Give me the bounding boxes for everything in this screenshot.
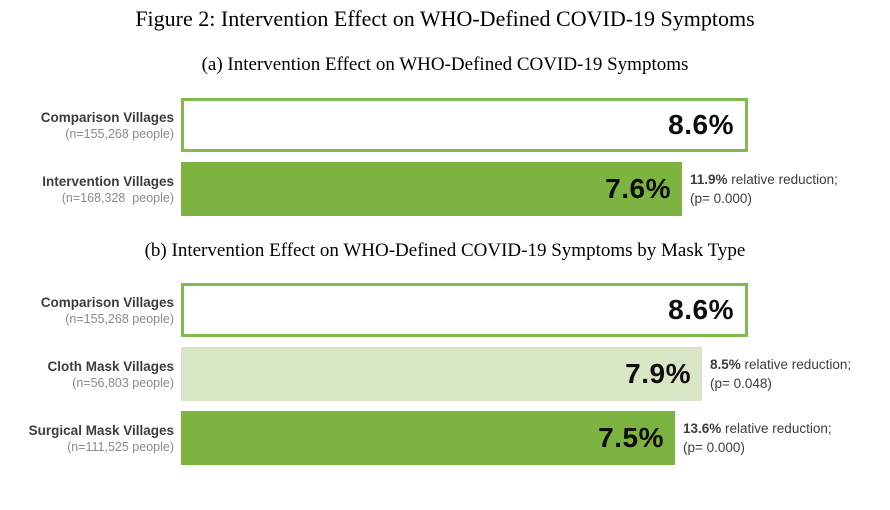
bar-annotation: 11.9% relative reduction; (p= 0.000) <box>690 162 838 216</box>
bar-sublabel: (n=168,328 people) <box>61 190 174 205</box>
bar-value-label: 8.6% <box>668 109 734 140</box>
figure-title: Figure 2: Intervention Effect on WHO-Def… <box>135 6 755 31</box>
bar-value-label: 7.6% <box>605 173 671 204</box>
bar-annotation: 13.6% relative reduction; (p= 0.000) <box>683 411 832 465</box>
bar-label-group: Cloth Mask Villages (n=56,803 people) <box>0 347 181 401</box>
bar-label: Cloth Mask Villages <box>47 358 174 374</box>
annotation-line2: (p= 0.000) <box>690 191 752 206</box>
bar-comparison-b: 8.6% <box>181 283 748 337</box>
panel-b-title: (b) Intervention Effect on WHO-Defined C… <box>144 240 746 261</box>
bar-sublabel: (n=111,525 people) <box>67 439 174 454</box>
bar-surgical-mask: 7.5% <box>181 411 675 465</box>
bar-label: Comparison Villages <box>40 294 174 310</box>
bar-label: Surgical Mask Villages <box>28 422 174 438</box>
bar-label-group: Surgical Mask Villages (n=111,525 people… <box>0 411 181 465</box>
bar-value-label: 8.6% <box>668 294 734 325</box>
annotation-line1: 13.6% relative reduction; <box>683 421 832 436</box>
bar-row-b-comparison: Comparison Villages (n=155,268 people) 8… <box>0 283 890 337</box>
bar-label-group: Comparison Villages (n=155,268 people) <box>0 98 181 152</box>
bar-sublabel: (n=56,803 people) <box>72 375 174 390</box>
panel-a-title: (a) Intervention Effect on WHO-Defined C… <box>201 54 689 75</box>
bar-value-label: 7.9% <box>625 358 691 389</box>
bar-sublabel: (n=155,268 people) <box>65 311 174 326</box>
bar-sublabel: (n=155,268 people) <box>65 126 174 141</box>
bar-label: Comparison Villages <box>40 109 174 125</box>
bar-label-group: Intervention Villages (n=168,328 people) <box>0 162 181 216</box>
annotation-line2: (p= 0.000) <box>683 440 745 455</box>
bar-annotation: 8.5% relative reduction; (p= 0.048) <box>710 347 851 401</box>
bar-label: Intervention Villages <box>42 173 174 189</box>
annotation-line2: (p= 0.048) <box>710 376 772 391</box>
annotation-line1: 8.5% relative reduction; <box>710 357 852 372</box>
bar-row-b-cloth: Cloth Mask Villages (n=56,803 people) 7.… <box>0 347 890 401</box>
bar-row-a-intervention: Intervention Villages (n=168,328 people)… <box>0 162 890 216</box>
bar-label-group: Comparison Villages (n=155,268 people) <box>0 283 181 337</box>
bar-comparison-a: 8.6% <box>181 98 748 152</box>
bar-value-label: 7.5% <box>598 422 664 453</box>
bar-cloth-mask: 7.9% <box>181 347 702 401</box>
annotation-line1: 11.9% relative reduction; <box>690 172 838 187</box>
bar-intervention-a: 7.6% <box>181 162 682 216</box>
bar-row-a-comparison: Comparison Villages (n=155,268 people) 8… <box>0 98 890 152</box>
bar-row-b-surgical: Surgical Mask Villages (n=111,525 people… <box>0 411 890 465</box>
